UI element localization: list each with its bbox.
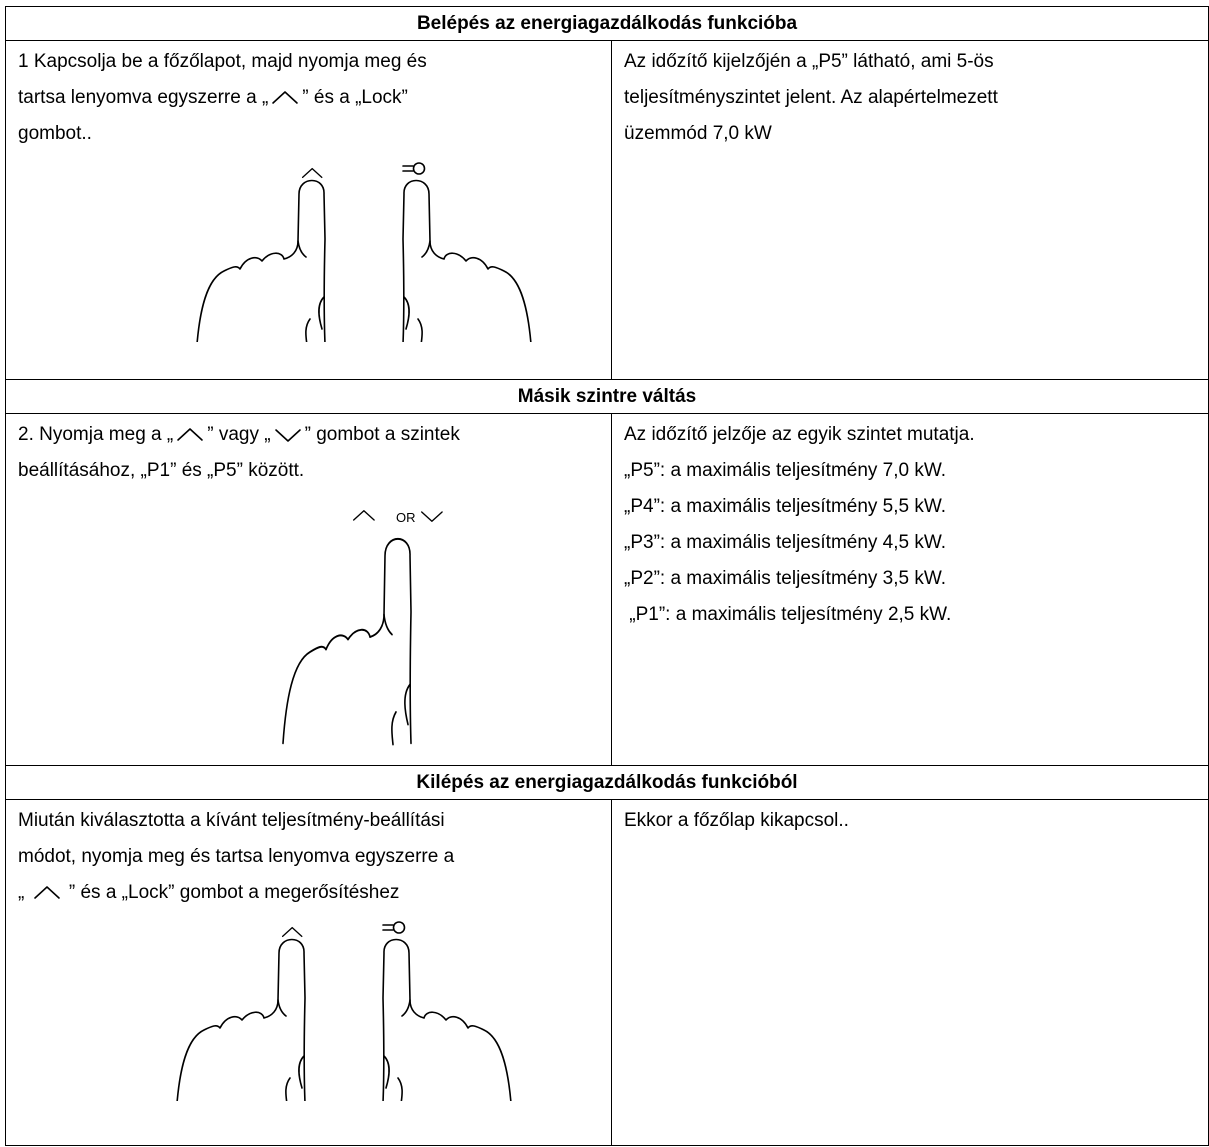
text-line: beállításához, „P1” és „P5” között. (18, 453, 603, 489)
two-hands-illustration (196, 162, 532, 342)
text-line: „P3”: a maximális teljesítmény 4,5 kW. (624, 532, 947, 553)
section-header-row: Kilépés az energiagazdálkodás funkcióból (4, 765, 1209, 800)
text-line: „P2”: a maximális teljesítmény 3,5 kW. (624, 568, 947, 589)
text: módot, nyomja meg és tartsa lenyomva egy… (18, 846, 455, 867)
text: 1 Kapcsolja be a főzőlapot, majd nyomja … (18, 51, 427, 72)
text-line: Miután kiválasztotta a kívánt teljesítmé… (18, 803, 603, 839)
text-line: módot, nyomja meg és tartsa lenyomva egy… (18, 839, 603, 875)
up-arrow-icon (177, 428, 204, 441)
text-line: gombot.. (18, 116, 603, 152)
right-cell: Ekkor a főzőlap kikapcsol.. (610, 799, 1209, 1146)
text: gombot.. (18, 123, 92, 144)
text-line: tartsa lenyomva egyszerre a „ ” és a „Loc… (18, 80, 603, 116)
text-line: Ekkor a főzőlap kikapcsol.. (624, 810, 849, 831)
left-cell: 2. Nyomja meg a „ ” vagy „ ” gombot a szin… (5, 413, 612, 766)
text-line: teljesítményszintet jelent. Az alapértel… (624, 87, 998, 108)
up-arrow-icon (272, 91, 299, 104)
text-line: „P1”: a maximális teljesítmény 2,5 kW. (624, 604, 952, 625)
two-hands-illustration (176, 921, 512, 1101)
text-line: üzemmód 7,0 kW (624, 123, 772, 144)
instruction-table: Belépés az energiagazdálkodás funkcióba … (4, 6, 1209, 1146)
text-line: 2. Nyomja meg a „ ” vagy „ ” gombot a szin… (18, 417, 603, 453)
text: ” vagy „ (207, 424, 271, 445)
left-cell: Miután kiválasztotta a kívánt teljesítmé… (5, 799, 612, 1146)
text: beállításához, „P1” és „P5” között. (18, 460, 305, 481)
text: ” gombot a szintek (304, 424, 460, 445)
section-title: Kilépés az energiagazdálkodás funkcióból (4, 765, 1209, 800)
section-title: Belépés az energiagazdálkodás funkcióba (4, 6, 1209, 41)
text: 2. Nyomja meg a „ (18, 424, 174, 445)
right-cell: Az időzítő kijelzőjén a „P5” látható, am… (610, 40, 1209, 380)
text-line: „P5”: a maximális teljesítmény 7,0 kW. (624, 460, 947, 481)
text: ” és a „Lock” gombot a megerősítéshez (63, 882, 400, 903)
right-cell: Az időzítő jelzője az egyik szintet muta… (610, 413, 1209, 766)
section-row: Miután kiválasztotta a kívánt teljesítmé… (5, 799, 1209, 1146)
section-header-row: Másik szintre váltás (4, 379, 1209, 414)
or-label: OR (396, 510, 416, 525)
section-title: Másik szintre váltás (4, 379, 1209, 414)
one-hand-illustration: OR (282, 510, 443, 746)
text-line: Az időzítő jelzője az egyik szintet muta… (624, 424, 975, 445)
text-line: „P4”: a maximális teljesítmény 5,5 kW. (624, 496, 947, 517)
section-row: 2. Nyomja meg a „ ” vagy „ ” gombot a szin… (5, 413, 1209, 766)
up-arrow-icon (33, 886, 60, 899)
text: „ (18, 882, 30, 903)
down-arrow-icon (274, 429, 301, 442)
section-header-row: Belépés az energiagazdálkodás funkcióba (4, 6, 1209, 41)
text-line: Az időzítő kijelzőjén a „P5” látható, am… (624, 51, 994, 72)
text: Miután kiválasztotta a kívánt teljesítmé… (18, 810, 445, 831)
text: tartsa lenyomva egyszerre a „ (18, 87, 269, 108)
left-cell: 1 Kapcsolja be a főzőlapot, majd nyomja … (5, 40, 612, 380)
text-line: 1 Kapcsolja be a főzőlapot, majd nyomja … (18, 44, 603, 80)
text: ” és a „Lock” (302, 87, 408, 108)
text-line: „ ” és a „Lock” gombot a megerősítéshez (18, 875, 603, 911)
section-row: 1 Kapcsolja be a főzőlapot, majd nyomja … (5, 40, 1209, 380)
